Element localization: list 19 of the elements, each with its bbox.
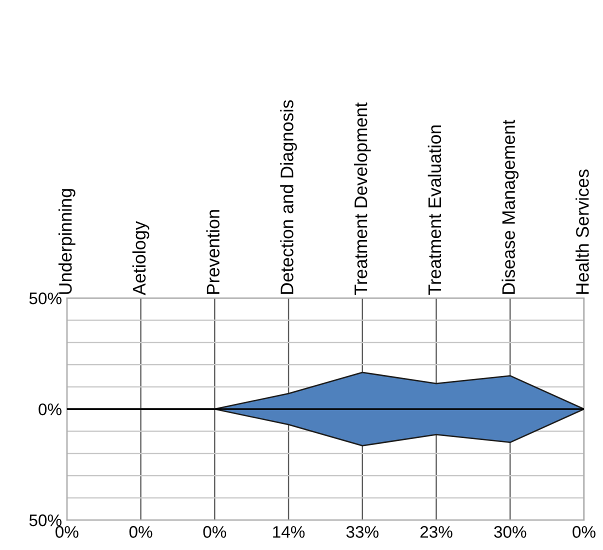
x-tick-label: Health Services (576, 170, 589, 294)
y-tick-label: 50% (29, 292, 62, 304)
text: 30% (494, 526, 526, 538)
text: 0% (56, 526, 78, 538)
text: 23% (420, 526, 452, 538)
x-tick-label: Treatment Evaluation (428, 126, 442, 295)
x-tick-label: Disease Management (502, 120, 519, 294)
x-tick-label: Underpinning (58, 189, 76, 294)
text: 0% (203, 526, 226, 538)
text: 14% (273, 526, 305, 538)
text: 33% (346, 526, 378, 538)
y-tick-label: 50% (29, 514, 62, 526)
x-tick-label: Aetiology (132, 221, 150, 296)
text: 0% (129, 526, 152, 538)
text: 0% (572, 526, 596, 538)
y-tick-label: 0% (38, 403, 62, 416)
x-tick-label: Detection and Diagnosis (280, 100, 297, 294)
x-tick-label: Treatment Development (354, 102, 371, 295)
x-tick-label: Prevention (206, 210, 220, 294)
